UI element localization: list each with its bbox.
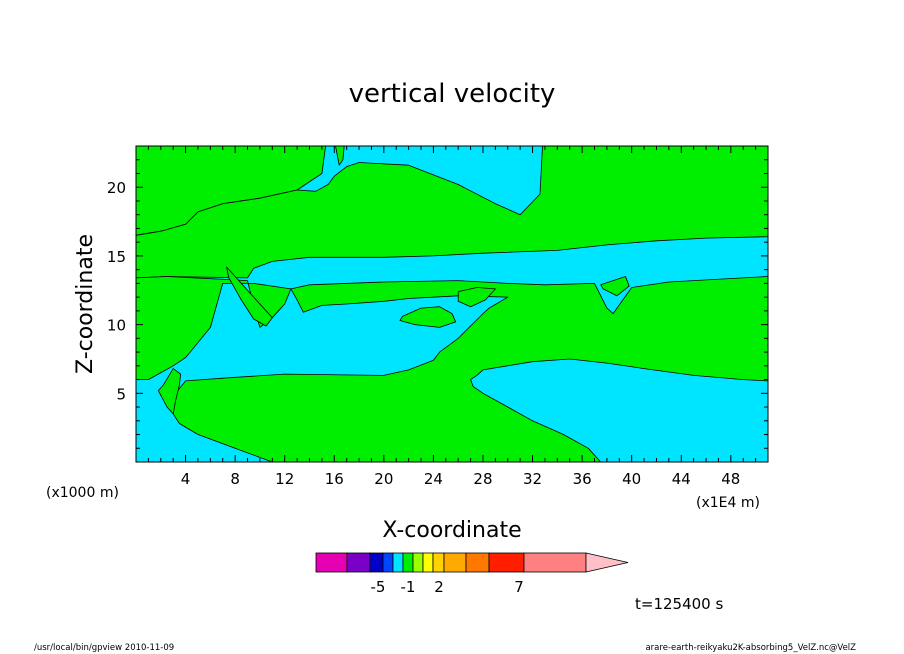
y-tick-label: 10 [107,317,126,335]
plot-area [135,145,769,463]
contour-region-5 [226,266,273,327]
contour-regions [135,145,769,463]
footer-right: arare-earth-reikyaku2K-absorbing5_VelZ.n… [645,643,856,653]
colorbar-bin [465,552,490,573]
x-tick-labels: 4 8 12 16 20 24 28 32 36 40 44 48 [181,470,741,488]
x-tick-label: 36 [573,470,592,488]
colorbar-tick-label: 7 [514,578,524,596]
x-tick-label: 20 [374,470,393,488]
contour-region-2 [135,145,769,279]
y-tick-labels: 5 10 15 20 [107,179,126,403]
colorbar-bin [412,552,424,573]
contour-region-6 [399,306,457,328]
contour-region-4 [157,368,182,415]
x-tick-label: 44 [672,470,691,488]
x-tick-label: 24 [424,470,443,488]
colorbar-bin [523,552,587,573]
x-tick-label: 48 [721,470,740,488]
x-tick-label: 12 [275,470,294,488]
y-tick-label: 15 [107,248,126,266]
contour-region-8 [600,276,630,297]
colorbar-bin [392,552,404,573]
contour-region-7 [457,287,496,308]
x-tick-label: 40 [622,470,641,488]
x-axis-label: X-coordinate [382,518,521,543]
colorbar-bin [346,552,371,573]
x-tick-label: 16 [325,470,344,488]
colorbar-tick-label: -1 [401,578,416,596]
x-unit-right-label: (x1E4 m) [696,495,760,511]
colorbar-bin [432,552,445,573]
axis-ticks [135,145,769,463]
colorbar-arrow [585,552,629,573]
plot-frame [135,145,769,463]
x-tick-label: 32 [523,470,542,488]
colorbar-tick-label: -5 [371,578,386,596]
colorbar [315,552,629,573]
x-tick-label: 4 [181,470,191,488]
colorbar-tick-labels: -5 -1 2 7 [371,578,524,596]
contour-region-3 [135,276,769,463]
y-tick-label: 5 [116,385,126,403]
colorbar-bin [488,552,525,573]
y-tick-label: 20 [107,179,126,197]
colorbar-bin [315,552,348,573]
time-label: t=125400 s [635,595,723,613]
x-unit-left-label: (x1000 m) [46,485,119,501]
y-axis-label: Z-coordinate [73,234,98,374]
colorbar-bin [382,552,394,573]
x-tick-label: 8 [230,470,240,488]
colorbar-bin [443,552,467,573]
colorbar-tick-label: 2 [434,578,444,596]
colorbar-bin [369,552,384,573]
colorbar-bin [422,552,434,573]
footer-left: /usr/local/bin/gpview 2010-11-09 [34,643,174,653]
x-tick-label: 28 [473,470,492,488]
colorbar-bin [402,552,414,573]
chart-title: vertical velocity [349,79,556,109]
